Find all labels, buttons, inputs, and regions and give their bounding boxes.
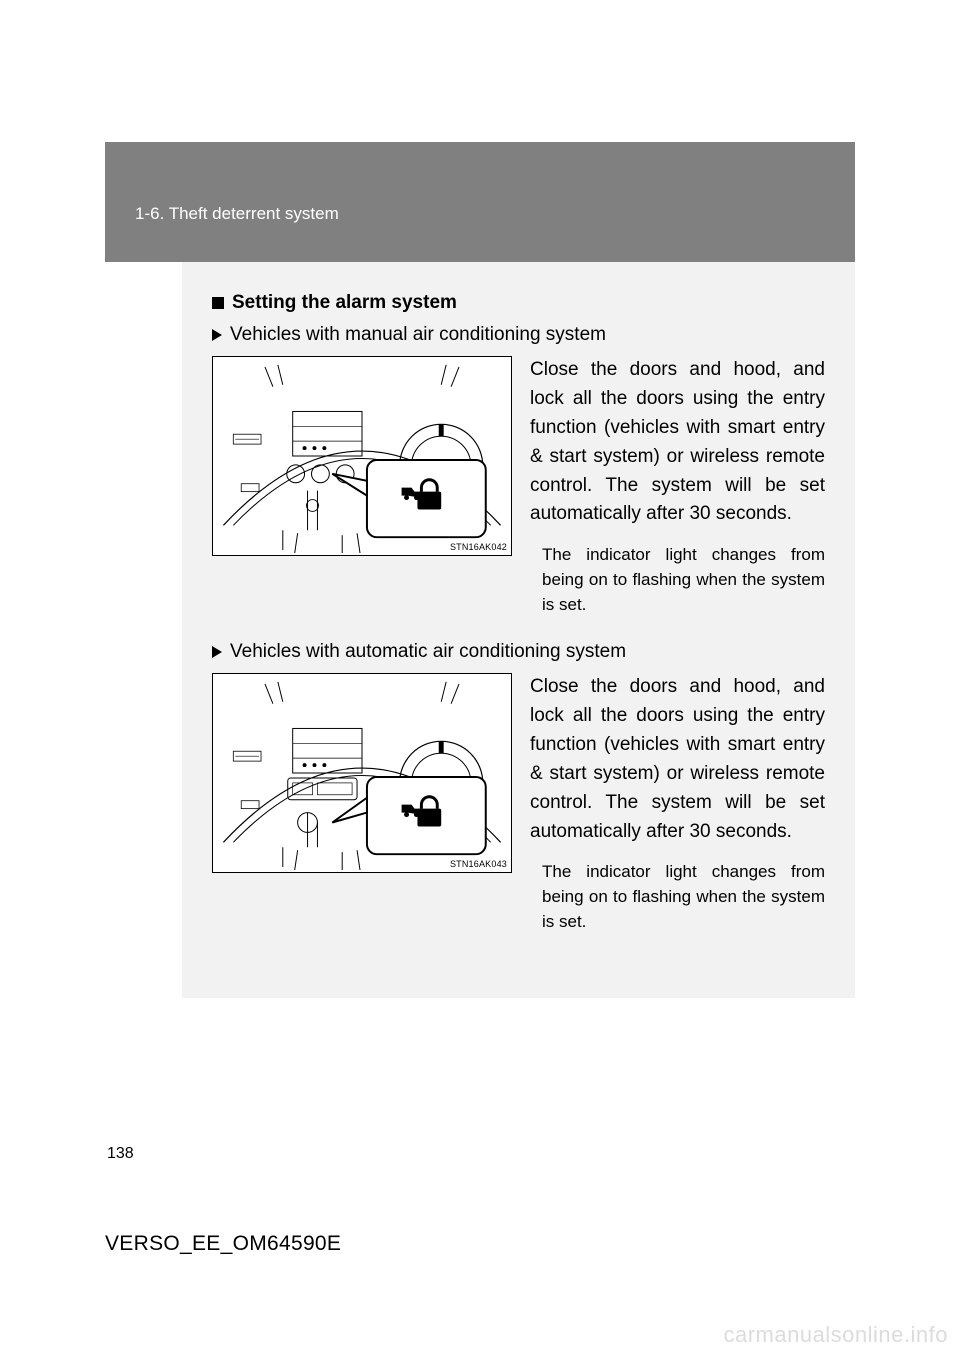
variant2-figure: STN16AK043 xyxy=(212,673,512,873)
section-heading: Setting the alarm system xyxy=(232,292,457,314)
variant1-block: STN16AK042 Close the doors and hood, and… xyxy=(212,356,825,617)
page-number: 138 xyxy=(107,1145,134,1163)
variant1-label-row: Vehicles with manual air conditioning sy… xyxy=(212,324,825,346)
variant2-main-text: Close the doors and hood, and lock all t… xyxy=(530,673,825,846)
content-panel: Setting the alarm system Vehicles with m… xyxy=(182,262,855,998)
variant1-label: Vehicles with manual air conditioning sy… xyxy=(230,324,606,346)
dashboard-illustration xyxy=(213,674,511,872)
variant2-label-row: Vehicles with automatic air conditioning… xyxy=(212,641,825,663)
figure-code: STN16AK043 xyxy=(450,859,507,869)
dashboard-illustration xyxy=(213,357,511,555)
variant1-figure: STN16AK042 xyxy=(212,356,512,556)
section-header: 1-6. Theft deterrent system xyxy=(105,142,855,262)
square-bullet-icon xyxy=(212,297,224,309)
heading-row: Setting the alarm system xyxy=(212,292,825,314)
variant2-block: STN16AK043 Close the doors and hood, and… xyxy=(212,673,825,934)
variant2-label: Vehicles with automatic air conditioning… xyxy=(230,641,626,663)
variant1-main-text: Close the doors and hood, and lock all t… xyxy=(530,356,825,529)
watermark: carmanualsonline.info xyxy=(723,1322,948,1348)
section-label: 1-6. Theft deterrent system xyxy=(135,204,339,224)
triangle-bullet-icon xyxy=(212,329,222,341)
figure-code: STN16AK042 xyxy=(450,542,507,552)
variant2-sub-text: The indicator light changes from being o… xyxy=(530,860,825,934)
variant2-text-column: Close the doors and hood, and lock all t… xyxy=(530,673,825,934)
variant1-text-column: Close the doors and hood, and lock all t… xyxy=(530,356,825,617)
document-id: VERSO_EE_OM64590E xyxy=(105,1232,341,1256)
variant1-sub-text: The indicator light changes from being o… xyxy=(530,543,825,617)
triangle-bullet-icon xyxy=(212,646,222,658)
